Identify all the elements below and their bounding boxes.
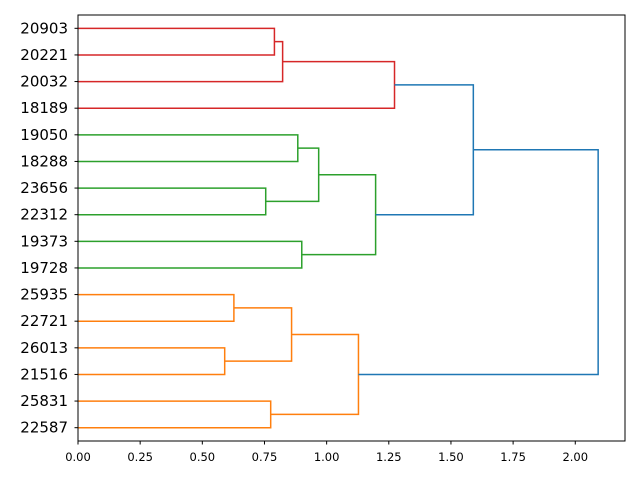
dendrogram-link-m8	[375, 84, 475, 216]
x-axis-ticks: 0.00 0.25 0.50 0.75 1.00 1.25 1.50 1.75 2.00	[65, 441, 588, 464]
leaf-label: 22721	[20, 312, 68, 330]
leaf-label: 26013	[20, 339, 68, 357]
dendrogram-link-m14	[358, 149, 599, 376]
leaf-label: 18189	[20, 99, 68, 117]
dendrogram-link-m3	[78, 134, 299, 163]
leaf-label: 18288	[20, 152, 68, 170]
x-tick-label: 0.25	[127, 450, 153, 464]
x-tick-label: 1.75	[500, 450, 526, 464]
leaf-label: 22312	[20, 206, 68, 224]
dendrogram-links	[78, 27, 599, 429]
leaf-label: 21516	[20, 365, 68, 383]
y-axis-leaf-labels: 20903 20221 20032 18189 19050 18288 23656 22312…	[20, 19, 78, 437]
dendrogram-link-m2	[78, 60, 396, 109]
x-tick-label: 2.00	[562, 450, 588, 464]
x-tick-label: 0.50	[190, 450, 216, 464]
dendrogram-link-m5	[265, 147, 320, 203]
x-tick-label: 1.00	[314, 450, 340, 464]
leaf-label: 25831	[20, 392, 68, 410]
dendrogram-link-m7	[301, 174, 377, 256]
plot-frame	[77, 14, 626, 442]
leaf-label: 22587	[20, 419, 68, 437]
leaf-label: 20032	[20, 73, 68, 91]
dendrogram-link-m4	[78, 187, 267, 216]
x-tick-label: 1.50	[438, 450, 464, 464]
dendrogram-link-m9	[78, 293, 235, 322]
leaf-label: 25935	[20, 286, 68, 304]
leaf-label: 23656	[20, 179, 68, 197]
x-tick-label: 1.25	[376, 450, 402, 464]
x-tick-label: 0.00	[65, 450, 91, 464]
leaf-label: 20221	[20, 46, 68, 64]
leaf-label: 19050	[20, 126, 68, 144]
x-tick-label: 0.75	[252, 450, 278, 464]
dendrogram-link-m1	[78, 40, 284, 83]
dendrogram-link-m12	[78, 400, 272, 429]
dendrogram-link-m10	[78, 347, 226, 376]
leaf-label: 19728	[20, 259, 68, 277]
dendrogram-link-m6	[78, 240, 303, 269]
dendrogram-link-m0	[78, 27, 276, 56]
leaf-label: 19373	[20, 232, 68, 250]
leaf-label: 20903	[20, 19, 68, 37]
dendrogram-link-m13	[270, 333, 360, 416]
dendrogram-link-m11	[224, 307, 293, 362]
